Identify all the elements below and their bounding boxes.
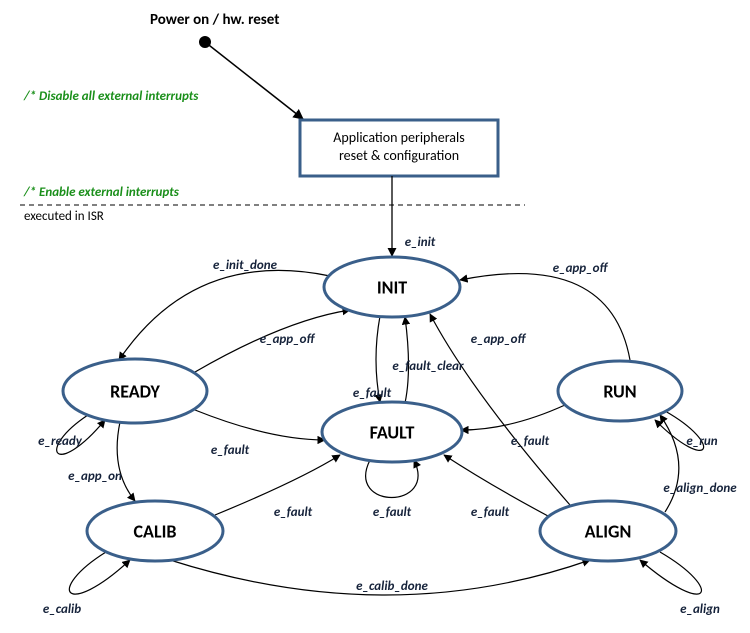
label-e-ready: e_ready (38, 434, 83, 449)
comment-enable: /* Enable external interrupts (23, 185, 180, 200)
state-run: RUN (558, 361, 682, 421)
state-ready: READY (63, 359, 207, 423)
state-fault-label: FAULT (370, 421, 415, 443)
app-periph-line1: Application peripherals (333, 129, 464, 146)
isr-label: executed in ISR (24, 209, 104, 224)
state-align-label: ALIGN (585, 520, 632, 542)
state-ready-label: READY (110, 380, 160, 402)
label-e-fault-init: e_fault (353, 386, 392, 401)
label-e-run: e_run (686, 434, 717, 449)
label-e-align: e_align (680, 602, 720, 617)
state-fault: FAULT (322, 402, 462, 462)
state-init: INIT (324, 257, 460, 317)
label-e-app-off-l: e_app_off (260, 332, 316, 347)
label-e-calib: e_calib (43, 602, 81, 617)
label-e-fault-ready: e_fault (211, 443, 250, 458)
label-e-align-done: e_align_done (663, 481, 737, 496)
label-e-app-on: e_app_on (68, 469, 122, 484)
power-on-label: Power on / hw. reset (150, 11, 279, 29)
comment-disable: /* Disable all external interrupts (23, 89, 199, 104)
label-e-fault-align: e_fault (471, 505, 510, 520)
label-e-fault-clear: e_fault_clear (392, 359, 464, 374)
label-e-app-off-r: e_app_off (553, 261, 609, 276)
edge-ready-fault (195, 410, 325, 440)
edge-run-init-appoff (460, 274, 630, 360)
state-calib: CALIB (87, 501, 223, 561)
label-e-init: e_init (405, 235, 436, 250)
state-diagram: Power on / hw. reset /* Disable all exte… (0, 0, 750, 633)
app-periph-line2: reset & configuration (339, 147, 459, 164)
edge-run-fault (461, 405, 565, 430)
edge-align-run (660, 415, 679, 512)
state-align: ALIGN (540, 501, 676, 561)
edge-ready-calib (117, 422, 135, 501)
loop-fault (366, 460, 418, 498)
label-e-fault-run: e_fault (511, 434, 550, 449)
label-e-init-done: e_init_done (213, 258, 278, 273)
label-e-calib-done: e_calib_done (356, 579, 428, 594)
loop-align (640, 552, 701, 594)
state-run-label: RUN (603, 380, 636, 402)
state-init-label: INIT (377, 276, 407, 298)
edge-start-to-rect (205, 42, 303, 119)
state-calib-label: CALIB (134, 520, 177, 542)
label-e-app-off-m: e_app_off (471, 332, 527, 347)
label-e-fault-self: e_fault (373, 505, 412, 520)
label-e-fault-calib: e_fault (274, 505, 313, 520)
